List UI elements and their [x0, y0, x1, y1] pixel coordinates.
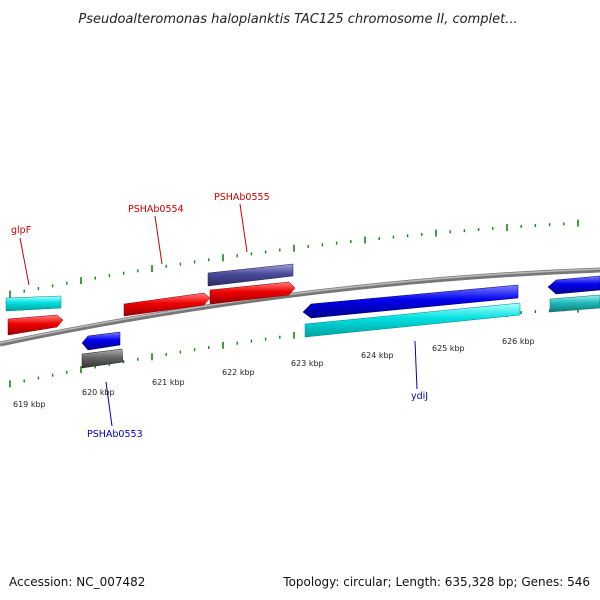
gene-forward-red-2[interactable] [209, 281, 296, 305]
gene-reverse-teal[interactable] [549, 294, 600, 313]
tick-label: 623 kbp [291, 359, 324, 368]
label-PSHAb0553[interactable]: PSHAb0553 [87, 429, 143, 440]
label-PSHAb0555[interactable]: PSHAb0555 [214, 192, 270, 203]
label-PSHAb0554[interactable]: PSHAb0554 [128, 204, 184, 215]
tick-label: 626 kbp [502, 337, 535, 346]
leader-PSHAb0555 [239, 203, 248, 253]
outer-tick-track [9, 219, 579, 298]
gene-reverse-blue-1[interactable] [81, 331, 121, 351]
gene-reverse-cyan[interactable] [304, 302, 521, 338]
gene-glpF[interactable] [5, 295, 62, 312]
leader-ydiJ [414, 340, 418, 390]
scale-labels: 619 kbp 620 kbp 621 kbp 622 kbp 623 kbp … [13, 337, 535, 409]
gene-PSHAb0554[interactable] [123, 292, 211, 317]
gene-PSHAb0553[interactable] [81, 348, 124, 369]
accession-text: Accession: NC_007482 [9, 575, 145, 589]
gene-PSHAb0555[interactable] [207, 263, 294, 287]
leader-PSHAb0553 [105, 381, 113, 427]
gene-forward-red-1[interactable] [7, 314, 64, 336]
leader-PSHAb0554 [154, 215, 163, 265]
tick-label: 624 kbp [361, 351, 394, 360]
summary-text: Topology: circular; Length: 635,328 bp; … [282, 575, 590, 589]
leader-glpF [19, 237, 30, 286]
gene-reverse-blue-2[interactable] [547, 275, 600, 295]
tick-label: 620 kbp [82, 388, 115, 397]
tick-label: 621 kbp [152, 378, 185, 387]
tick-label: 625 kbp [432, 344, 465, 353]
backbone-arc [0, 267, 600, 347]
tick-label: 619 kbp [13, 400, 46, 409]
tick-label: 622 kbp [222, 368, 255, 377]
gene-ydiJ[interactable] [302, 284, 519, 319]
map-title: Pseudoalteromonas haloplanktis TAC125 ch… [78, 12, 517, 27]
label-ydiJ[interactable]: ydiJ [411, 391, 428, 402]
label-glpF[interactable]: glpF [11, 225, 31, 236]
